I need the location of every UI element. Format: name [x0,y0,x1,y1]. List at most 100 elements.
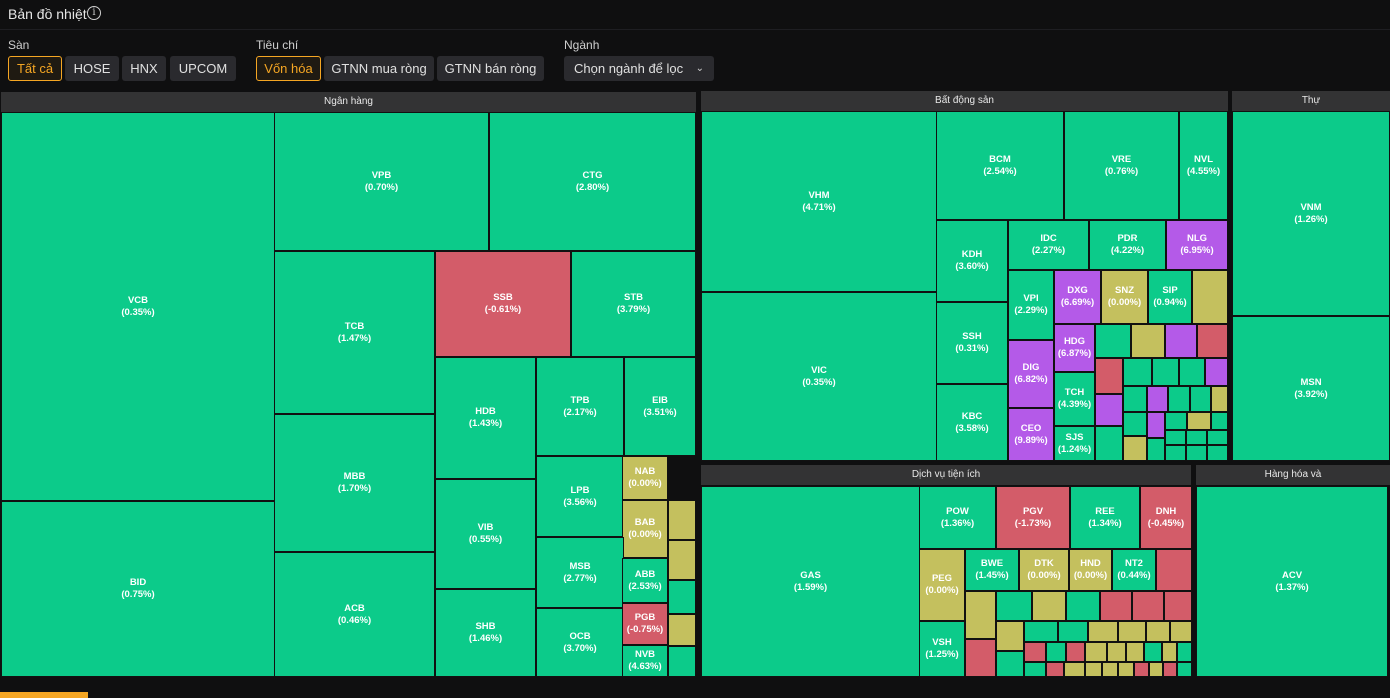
stock-tile-nt2[interactable]: NT2 (0.44%) [1112,549,1156,591]
sector-select[interactable]: Chọn ngành để lọc ⌄ [564,56,714,81]
criteria-option-net-sell[interactable]: GTNN bán ròng [437,56,544,81]
stock-tile-small[interactable] [1165,445,1186,461]
stock-tile-shb[interactable]: SHB (1.46%) [435,589,536,677]
stock-tile-small[interactable] [1095,394,1123,426]
stock-tile-small[interactable] [1032,591,1066,621]
stock-tile-small[interactable] [1095,426,1123,461]
stock-tile-small[interactable] [1192,270,1228,324]
stock-tile-small[interactable] [1147,438,1165,461]
criteria-option-net-buy[interactable]: GTNN mua ròng [324,56,434,81]
stock-tile-nlg[interactable]: NLG (6.95%) [1166,220,1228,270]
stock-tile-eib[interactable]: EIB (3.51%) [624,357,696,456]
info-icon[interactable]: i [87,6,101,20]
stock-tile-small[interactable] [1024,662,1046,677]
stock-tile-small[interactable] [1146,621,1170,642]
stock-tile-small[interactable] [1064,662,1085,677]
stock-tile-dtk[interactable]: DTK (0.00%) [1019,549,1069,591]
stock-tile-tpb[interactable]: TPB (2.17%) [536,357,624,456]
stock-tile-vhm[interactable]: VHM (4.71%) [701,111,937,292]
stock-tile-vre[interactable]: VRE (0.76%) [1064,111,1179,220]
sector-header[interactable]: Bất động sản [701,91,1228,111]
stock-tile-hnd[interactable]: HND (0.00%) [1069,549,1112,591]
stock-tile-small[interactable] [1123,386,1147,412]
stock-tile-small[interactable] [1211,412,1228,430]
stock-tile-vic[interactable]: VIC (0.35%) [701,292,937,461]
stock-tile-idc[interactable]: IDC (2.27%) [1008,220,1089,270]
stock-tile-msn[interactable]: MSN (3.92%) [1232,316,1390,461]
stock-tile-snz[interactable]: SNZ (0.00%) [1101,270,1148,324]
stock-tile-acv[interactable]: ACV (1.37%) [1196,486,1388,677]
stock-tile-small[interactable] [668,540,696,580]
stock-tile-small[interactable] [1207,430,1228,445]
stock-tile-ctg[interactable]: CTG (2.80%) [489,112,696,251]
stock-tile-vnm[interactable]: VNM (1.26%) [1232,111,1390,316]
stock-tile-small[interactable] [1186,430,1207,445]
stock-tile-bab[interactable]: BAB (0.00%) [622,500,668,558]
stock-tile-small[interactable] [1066,642,1085,662]
stock-tile-small[interactable] [668,500,696,540]
stock-tile-small[interactable] [1088,621,1118,642]
stock-tile-small[interactable] [1207,445,1228,461]
stock-tile-small[interactable] [1107,642,1126,662]
stock-tile-hdg[interactable]: HDG (6.87%) [1054,324,1095,372]
stock-tile-small[interactable] [1190,386,1211,412]
stock-tile-small[interactable] [1126,642,1144,662]
stock-tile-small[interactable] [996,651,1024,677]
stock-tile-small[interactable] [1165,324,1197,358]
stock-tile-small[interactable] [1211,386,1228,412]
stock-tile-ocb[interactable]: OCB (3.70%) [536,608,624,677]
stock-tile-small[interactable] [1100,591,1132,621]
exchange-option-all[interactable]: Tất cả [8,56,62,81]
stock-tile-small[interactable] [1095,358,1123,394]
stock-tile-small[interactable] [1046,662,1064,677]
stock-tile-nab[interactable]: NAB (0.00%) [622,456,668,500]
stock-tile-kdh[interactable]: KDH (3.60%) [936,220,1008,302]
sector-header[interactable]: Dịch vụ tiện ích [701,465,1191,485]
criteria-option-market-cap[interactable]: Vốn hóa [256,56,321,81]
stock-tile-small[interactable] [1024,621,1058,642]
stock-tile-nvb[interactable]: NVB (4.63%) [622,645,668,677]
stock-tile-small[interactable] [1162,642,1177,662]
stock-tile-mbb[interactable]: MBB (1.70%) [274,414,435,552]
stock-tile-sip[interactable]: SIP (0.94%) [1148,270,1192,324]
exchange-option-upcom[interactable]: UPCOM [170,56,236,81]
stock-tile-stb[interactable]: STB (3.79%) [571,251,696,357]
stock-tile-small[interactable] [1066,591,1100,621]
stock-tile-vpi[interactable]: VPI (2.29%) [1008,270,1054,340]
stock-tile-small[interactable] [1205,358,1228,386]
stock-tile-small[interactable] [1118,621,1146,642]
stock-tile-small[interactable] [1131,324,1165,358]
stock-tile-msb[interactable]: MSB (2.77%) [536,537,624,608]
stock-tile-small[interactable] [965,591,996,639]
stock-tile-small[interactable] [1152,358,1179,386]
stock-tile-small[interactable] [1177,642,1192,662]
stock-tile-gas[interactable]: GAS (1.59%) [701,486,920,677]
stock-tile-dxg[interactable]: DXG (6.69%) [1054,270,1101,324]
stock-tile-tcb[interactable]: TCB (1.47%) [274,251,435,414]
stock-tile-small[interactable] [668,614,696,646]
stock-tile-vpb[interactable]: VPB (0.70%) [274,112,489,251]
stock-tile-vsh[interactable]: VSH (1.25%) [919,621,965,677]
stock-tile-vcb[interactable]: VCB (0.35%) [1,112,275,501]
stock-tile-small[interactable] [1095,324,1131,358]
stock-tile-small[interactable] [1163,662,1177,677]
stock-tile-small[interactable] [1177,662,1192,677]
stock-tile-small[interactable] [1187,412,1211,430]
stock-tile-small[interactable] [1186,445,1207,461]
stock-tile-ssb[interactable]: SSB (-0.61%) [435,251,571,357]
stock-tile-pgb[interactable]: PGB (-0.75%) [622,603,668,645]
stock-tile-nvl[interactable]: NVL (4.55%) [1179,111,1228,220]
stock-tile-abb[interactable]: ABB (2.53%) [622,558,668,603]
stock-tile-dig[interactable]: DIG (6.82%) [1008,340,1054,408]
stock-tile-small[interactable] [668,580,696,614]
stock-tile-small[interactable] [1102,662,1118,677]
stock-tile-small[interactable] [1123,412,1147,436]
stock-tile-kbc[interactable]: KBC (3.58%) [936,384,1008,461]
stock-tile-small[interactable] [1058,621,1088,642]
stock-tile-small[interactable] [1132,591,1164,621]
stock-tile-small[interactable] [1164,591,1192,621]
stock-tile-small[interactable] [1123,436,1147,461]
stock-tile-small[interactable] [1179,358,1205,386]
stock-tile-small[interactable] [1170,621,1192,642]
exchange-option-hnx[interactable]: HNX [122,56,166,81]
